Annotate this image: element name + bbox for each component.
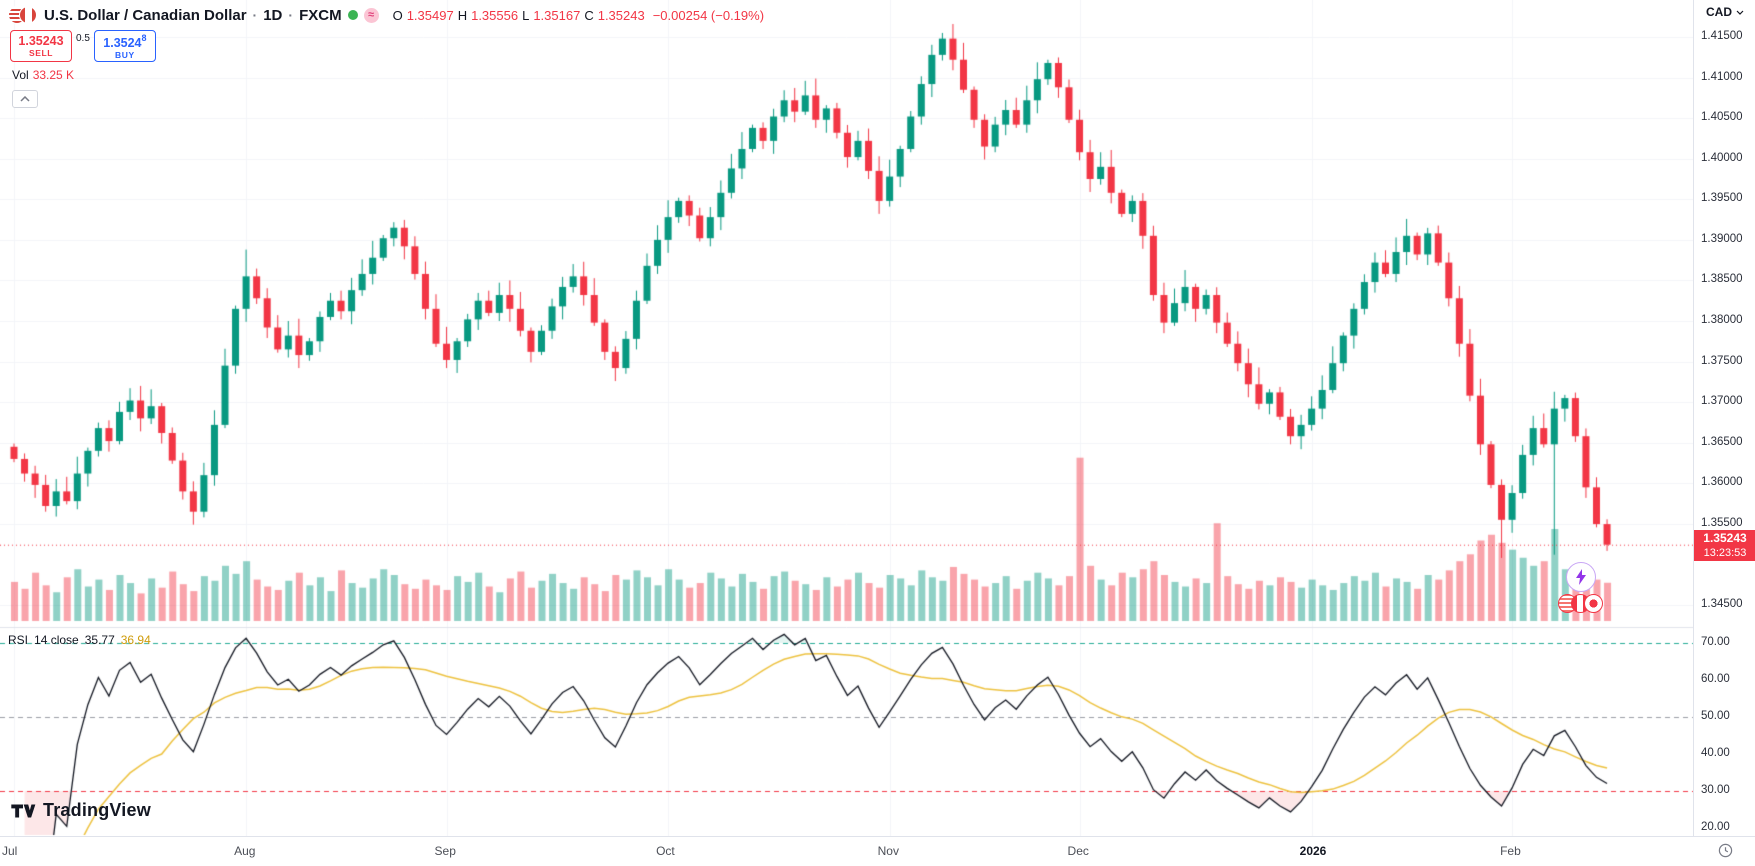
volume-value: 33.25 K [32,68,75,82]
last-price-badge: 1.35243 13:23:53 [1694,529,1755,561]
time-axis-label: Aug [234,844,256,858]
rsi-ma-value: 36.94 [120,633,151,647]
last-price-value: 1.35243 [1703,530,1747,545]
price-axis-label: 1.40500 [1701,111,1743,124]
rsi-axis-label: 30.00 [1701,784,1730,796]
price-axis-label: 1.36000 [1701,476,1743,489]
exchange-label[interactable]: FXCM [299,6,342,24]
tradingview-wordmark: TradingView [43,800,151,820]
close-label: C [584,7,594,23]
rsi-params: 14 close [34,633,79,647]
rsi-name[interactable]: RSI [8,633,29,647]
chart-pane: U.S. Dollar / Canadian Dollar · 1D · FXC… [0,0,1693,836]
sell-price: 1.35243 [18,34,64,48]
rsi-axis-label: 70.00 [1701,636,1730,648]
buy-price: 1.35248 [103,32,147,51]
rsi-value: 35.77 [84,633,115,647]
symbol-title[interactable]: U.S. Dollar / Canadian Dollar [44,6,247,24]
volume-label: Vol [12,68,29,82]
delayed-data-icon[interactable]: ≈ [363,7,379,23]
price-axis-label: 1.41500 [1701,30,1743,42]
currency-selector[interactable]: CAD [1694,5,1755,19]
currency-pair-icon [8,5,38,25]
buy-price-pip: 8 [141,32,147,43]
market-status-icon[interactable] [347,10,358,20]
rsi-axis-label: 50.00 [1701,710,1730,722]
bar-countdown: 13:23:53 [1703,546,1747,559]
tradingview-mark-icon [11,804,36,817]
chevron-down-icon [1736,10,1744,15]
clock-icon [1718,843,1733,858]
rsi-legend: RSI 14 close 35.77 36.94 [8,633,151,647]
sell-label: SELL [28,48,54,58]
tradingview-logo[interactable]: TradingView [10,800,151,821]
price-axis-label: 1.40000 [1701,151,1743,164]
trade-panel: 1.35243 SELL 0.5 1.35248 BUY [10,30,156,62]
canada-flag-icon [19,6,37,24]
time-axis-label: Sep [434,844,456,858]
currency-label: CAD [1706,5,1732,19]
time-axis-label: Jul [2,844,18,858]
lightning-icon [1576,569,1586,585]
price-axis-label: 1.39000 [1701,232,1743,245]
separator: · [288,7,294,23]
rsi-axis-label: 60.00 [1701,673,1730,685]
price-axis-label: 1.38500 [1701,273,1743,286]
price-axis-label: 1.38000 [1701,314,1743,326]
high-value: 1.35556 [471,7,519,23]
price-axis-label: 1.35500 [1701,516,1743,529]
close-value: 1.35243 [597,7,645,23]
price-axis[interactable]: CAD 1.41500 1.41000 1.40500 1.40000 1.39500 1… [1693,0,1755,836]
time-axis-label: Oct [656,844,675,858]
time-axis-label: Dec [1067,844,1089,858]
symbol-title-row: U.S. Dollar / Canadian Dollar · 1D · FXC… [8,4,764,26]
low-label: L [522,7,530,23]
collapse-legend-button[interactable] [12,90,38,108]
price-axis-label: 1.34500 [1701,598,1743,610]
candlestick-chart-canvas[interactable] [0,0,1693,836]
separator: · [252,7,258,23]
price-axis-label: 1.36500 [1701,435,1743,448]
timezone-clock-icon[interactable] [1718,843,1733,863]
symbol-legend: U.S. Dollar / Canadian Dollar · 1D · FXC… [8,4,764,108]
price-axis-label: 1.41000 [1701,70,1743,83]
flag-circle-icon [1584,594,1603,613]
high-label: H [457,7,468,23]
buy-button[interactable]: 1.35248 BUY [93,30,156,62]
change-value: −0.00254 (−0.19%) [652,7,765,23]
open-value: 1.35497 [406,7,454,23]
lightning-button[interactable] [1566,562,1596,592]
buy-label: BUY [115,50,135,61]
timeframe-label[interactable]: 1D [263,6,283,24]
chevron-up-icon [20,96,30,102]
time-axis[interactable]: Jul Aug Sep Oct Nov Dec 2026 Feb [0,836,1755,866]
time-axis-label: Feb [1500,844,1521,858]
sell-button[interactable]: 1.35243 SELL [10,30,72,62]
volume-readout: Vol 33.25 K [12,68,74,82]
price-axis-label: 1.37000 [1701,395,1743,408]
rsi-axis-label: 40.00 [1701,747,1730,759]
low-value: 1.35167 [533,7,581,23]
price-axis-label: 1.37500 [1701,354,1743,367]
ohlc-readout: O 1.35497 H 1.35556 L 1.35167 C 1.35243 −0.0… [393,8,764,23]
open-label: O [392,7,403,23]
spread-value: 0.5 [76,33,90,44]
rsi-axis-label: 20.00 [1701,821,1730,833]
time-axis-label: 2026 [1299,844,1327,858]
price-axis-label: 1.39500 [1701,192,1743,205]
time-axis-label: Nov [877,844,899,858]
